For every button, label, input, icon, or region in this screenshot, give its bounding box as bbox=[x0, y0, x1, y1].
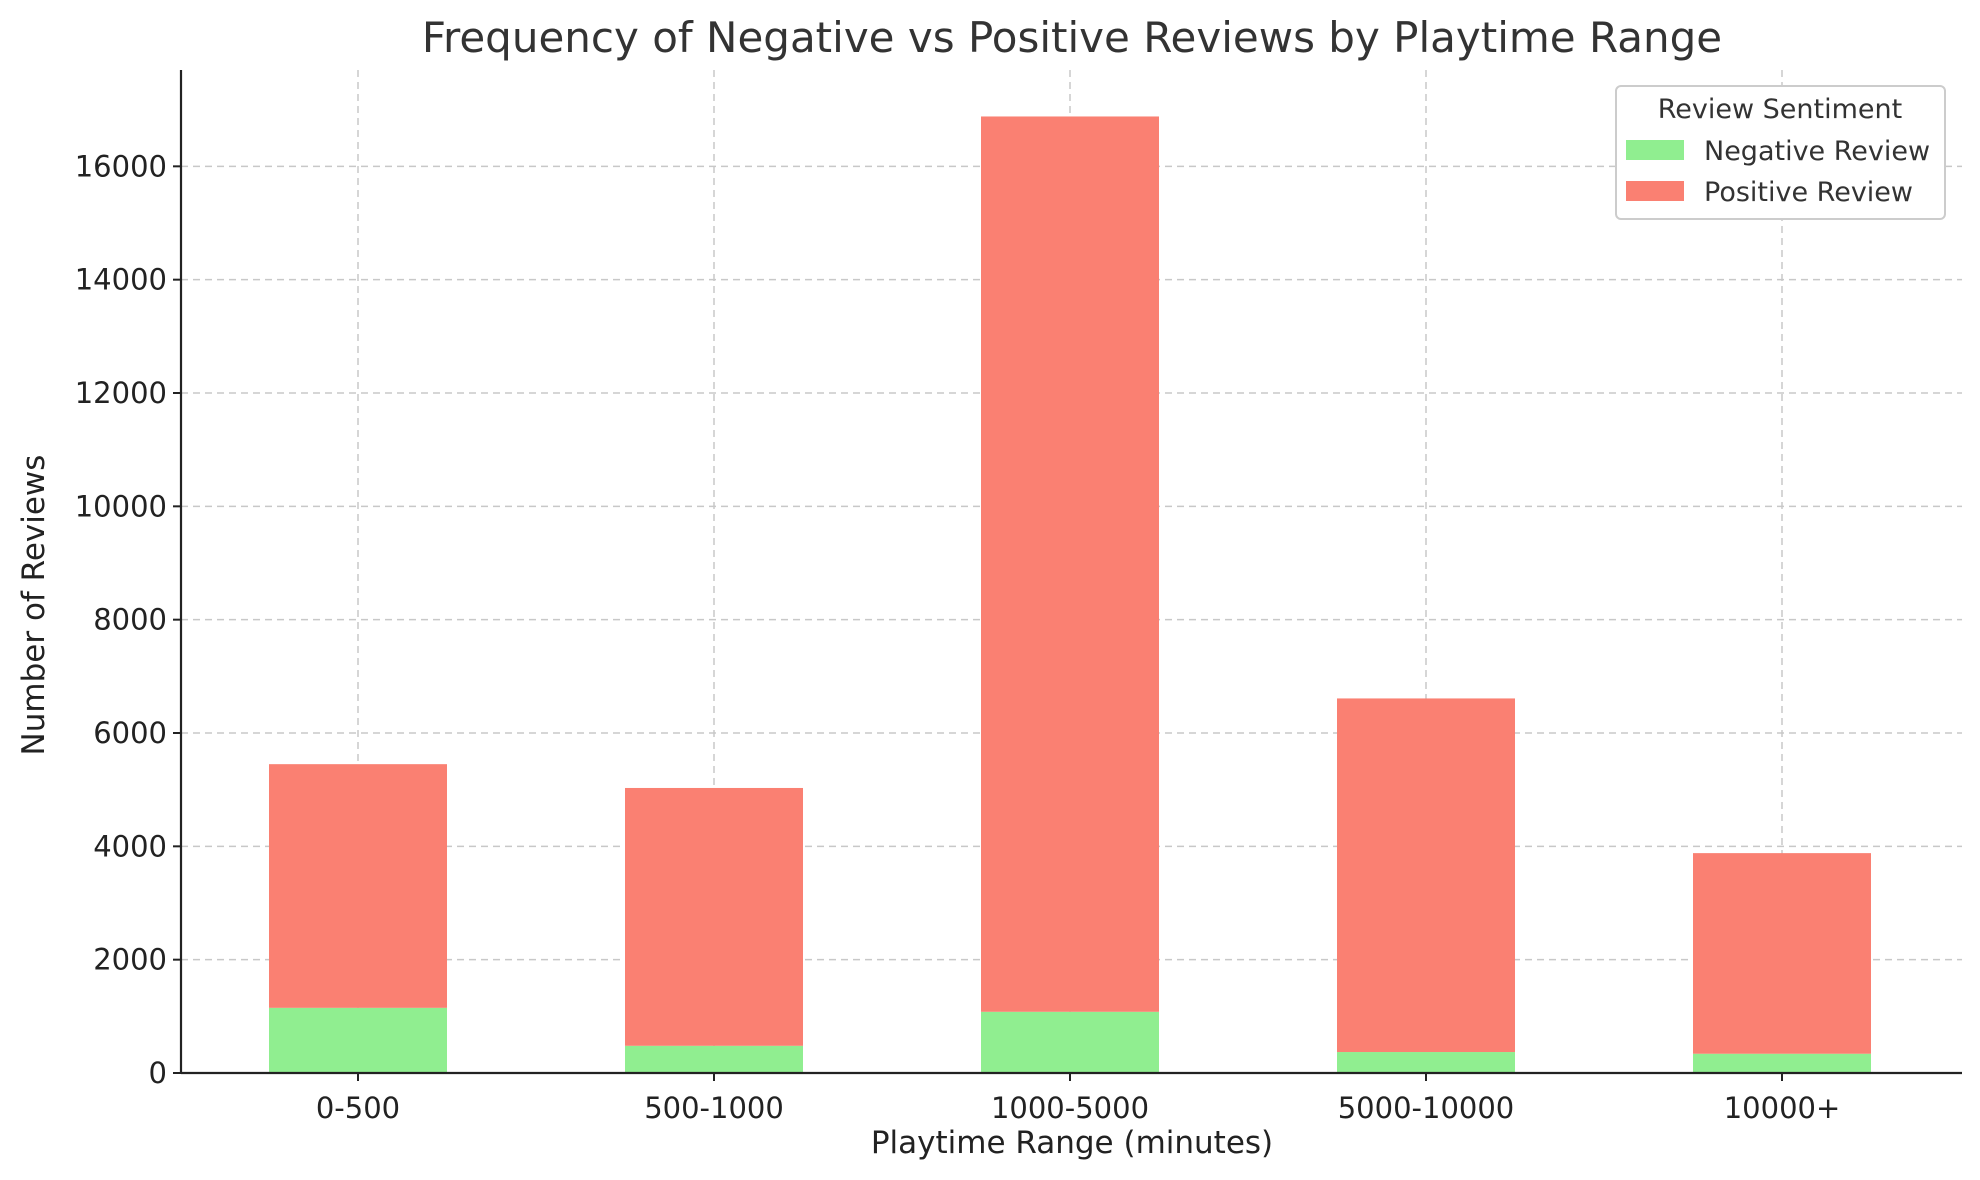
bars-layer bbox=[269, 116, 1871, 1073]
positive-review-bar bbox=[981, 116, 1159, 1012]
y-tick-label: 16000 bbox=[75, 149, 167, 183]
negative-review-bar bbox=[981, 1011, 1159, 1073]
x-tick-label: 5000-10000 bbox=[1338, 1091, 1515, 1125]
x-axis-label: Playtime Range (minutes) bbox=[871, 1125, 1273, 1161]
positive-review-bar bbox=[625, 787, 803, 1046]
legend-label-negative: Negative Review bbox=[1704, 136, 1930, 167]
y-tick-label: 0 bbox=[149, 1056, 167, 1090]
axes-layer bbox=[179, 70, 1962, 1075]
legend-frame bbox=[1615, 85, 1946, 220]
y-tick-label: 4000 bbox=[93, 829, 167, 863]
legend-swatch-positive bbox=[1626, 181, 1684, 201]
legend-title: Review Sentiment bbox=[1658, 94, 1902, 125]
legend-items: Negative Review Positive Review bbox=[1626, 136, 1930, 208]
y-tick-label: 10000 bbox=[75, 489, 167, 523]
positive-review-bar bbox=[1693, 853, 1871, 1054]
x-tick-label: 500-1000 bbox=[644, 1091, 784, 1125]
x-tick-label: 10000+ bbox=[1724, 1091, 1841, 1125]
y-axis-label: Number of Reviews bbox=[16, 455, 52, 756]
negative-review-bar bbox=[625, 1045, 803, 1073]
y-tick-label: 6000 bbox=[93, 716, 167, 750]
positive-review-bar bbox=[1337, 698, 1515, 1053]
positive-review-bar bbox=[269, 764, 447, 1008]
negative-review-bar bbox=[269, 1007, 447, 1073]
y-tick-label: 12000 bbox=[75, 376, 167, 410]
negative-review-bar bbox=[1337, 1052, 1515, 1073]
x-tick-label: 1000-5000 bbox=[991, 1091, 1149, 1125]
y-tick-label: 14000 bbox=[75, 263, 167, 297]
x-tick-label: 0-500 bbox=[316, 1091, 400, 1125]
y-tick-label: 8000 bbox=[93, 603, 167, 637]
legend-swatch-negative bbox=[1626, 140, 1684, 160]
legend: Review Sentiment Negative Review Positive… bbox=[1615, 85, 1946, 220]
chart-title: Frequency of Negative vs Positive Review… bbox=[422, 13, 1722, 62]
y-tick-label: 2000 bbox=[93, 943, 167, 977]
negative-review-bar bbox=[1693, 1053, 1871, 1073]
ticks-layer: 0 2000 4000 6000 8000 10000 12000 14000 16000 0-5… bbox=[75, 149, 1841, 1125]
legend-label-positive: Positive Review bbox=[1704, 177, 1913, 208]
